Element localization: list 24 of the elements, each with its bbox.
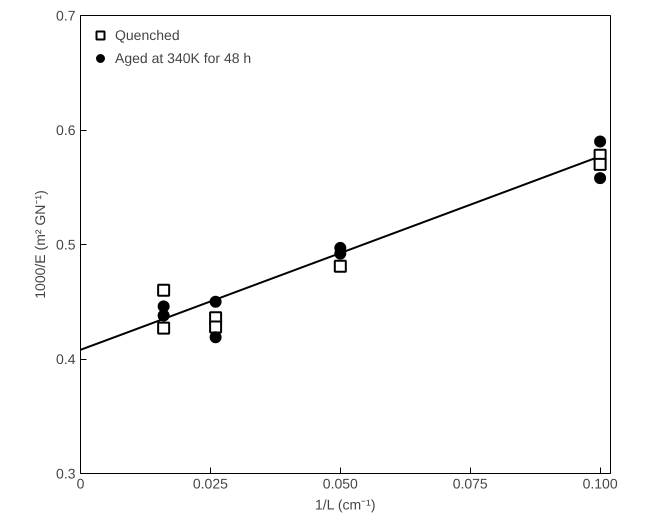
- y-axis-title: 1000/E (m² GN⁻¹): [32, 190, 48, 299]
- y-tick-label: 0.6: [56, 122, 76, 138]
- point: [594, 135, 606, 148]
- y-tick-label: 0.7: [56, 8, 76, 24]
- point: [210, 296, 222, 308]
- point: [158, 310, 170, 322]
- x-tick-label: 0.050: [322, 476, 358, 492]
- x-axis-title: 1/L (cm⁻¹): [315, 496, 376, 512]
- point: [210, 331, 222, 344]
- x-tick-label: 0.025: [192, 476, 228, 492]
- point: [157, 284, 170, 297]
- legend-label: Aged at 340K for 48 h: [115, 50, 252, 66]
- point: [594, 158, 607, 171]
- y-tick-label: 0.4: [56, 351, 76, 367]
- point: [334, 260, 347, 273]
- x-tick-label: 0: [76, 476, 85, 492]
- point: [157, 322, 170, 335]
- x-tick-label: 0.100: [582, 476, 618, 492]
- y-tick-label: 0.5: [56, 236, 76, 252]
- point: [594, 172, 606, 184]
- legend-label: Quenched: [115, 27, 180, 43]
- x-tick-label: 0.075: [452, 476, 488, 492]
- y-tick-label: 0.3: [56, 466, 76, 482]
- point: [209, 320, 222, 334]
